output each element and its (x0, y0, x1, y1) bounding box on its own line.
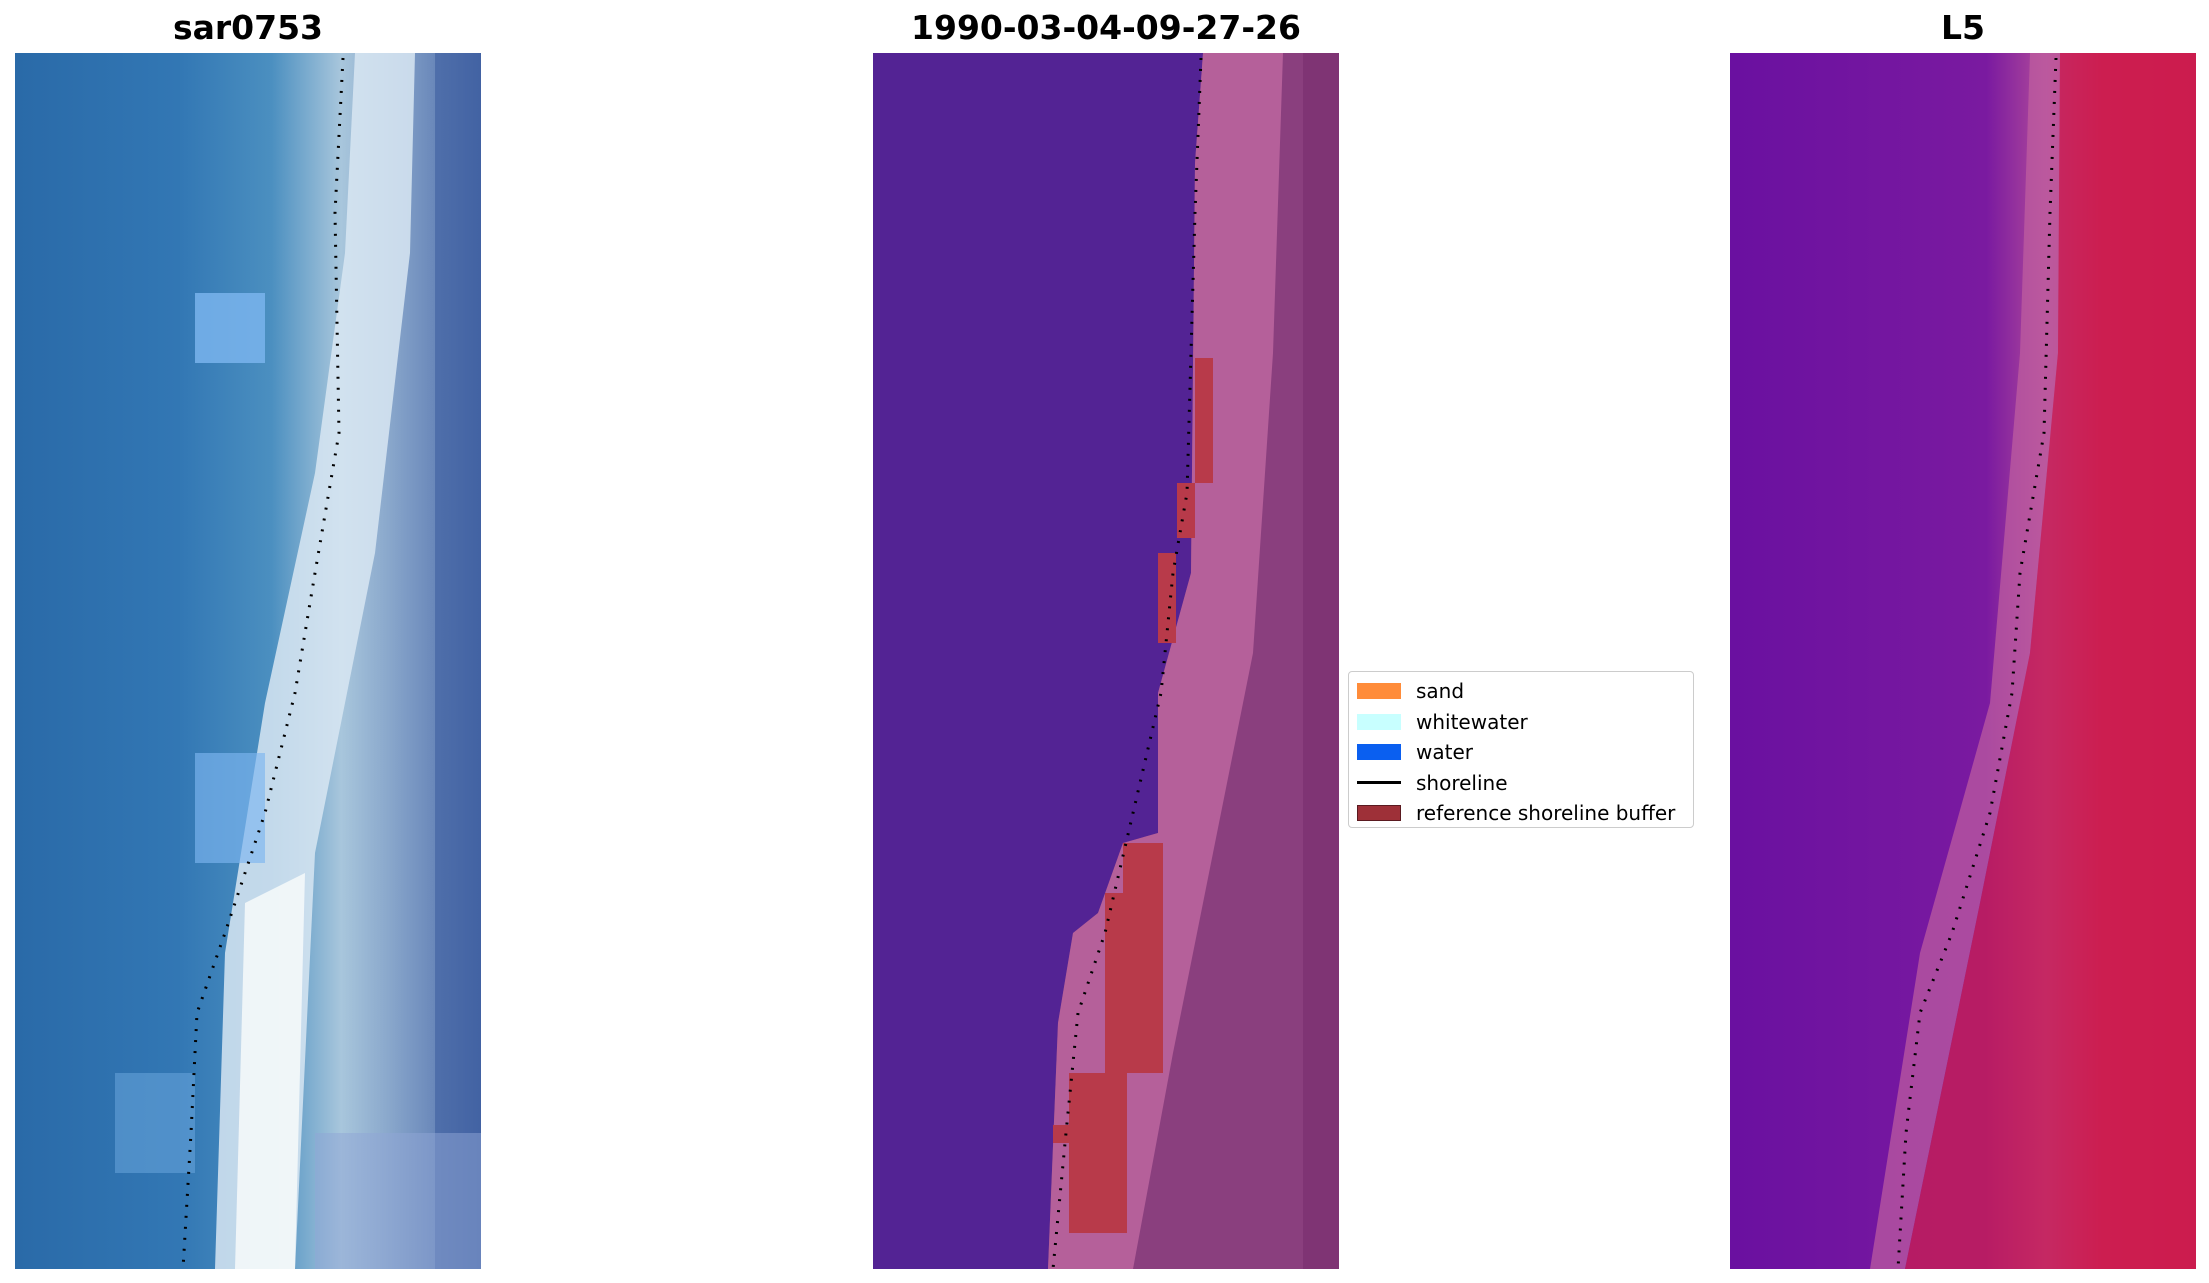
shoreline-line-swatch (1357, 781, 1401, 785)
legend-item-sand: sand (1357, 676, 1693, 707)
legend-item-shoreline: shoreline (1357, 768, 1693, 799)
buffer-swatch (1357, 805, 1401, 822)
index-image (1730, 53, 2196, 1269)
legend-label: shoreline (1416, 770, 1508, 795)
legend: sand whitewater water shoreline referenc… (1348, 671, 1694, 828)
legend-label: sand (1416, 679, 1465, 704)
sand-swatch (1357, 683, 1401, 700)
legend-item-whitewater: whitewater (1357, 707, 1693, 738)
legend-label: reference shoreline buffer (1416, 801, 1676, 826)
rgb-satellite-image (15, 53, 481, 1269)
shoreline-dots (1896, 57, 2058, 1269)
legend-item-buffer: reference shoreline buffer (1357, 798, 1693, 829)
panel-title-classification: 1990-03-04-09-27-26 (911, 8, 1301, 47)
legend-item-water: water (1357, 737, 1693, 768)
whitewater-swatch (1357, 713, 1401, 730)
shoreline-dots (181, 57, 345, 1269)
legend-label: whitewater (1416, 709, 1528, 734)
water-swatch (1357, 744, 1401, 761)
legend-label: water (1416, 740, 1473, 765)
panel-title-rgb: sar0753 (172, 8, 324, 47)
panel-title-index: L5 (1941, 8, 1985, 47)
classified-image (873, 53, 1339, 1269)
